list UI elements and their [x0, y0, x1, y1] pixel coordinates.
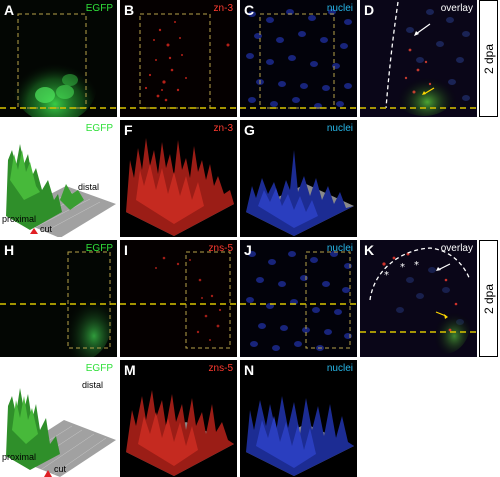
panel-label: A [4, 2, 15, 18]
panel-l-egfp-surface: L EGFP distal proximal cut [0, 360, 117, 477]
distal-label: distal [78, 182, 100, 192]
panel-label: I [124, 242, 128, 258]
panel-h-egfp: H EGFP [0, 240, 117, 357]
nuclei-surface-plot [240, 360, 357, 477]
dpa-text: 2 dpa [481, 283, 496, 314]
channel-label: nuclei [326, 3, 353, 14]
panel-label: G [244, 122, 255, 138]
nuclei-micrograph [240, 0, 357, 117]
panel-b-zn3: B zn-3 [120, 0, 237, 117]
svg-text:*: * [400, 262, 405, 273]
panel-i-zns5: I zns-5 [120, 240, 237, 357]
channel-label: zns-5 [208, 243, 233, 254]
panel-label: F [124, 122, 133, 138]
proximal-label: proximal [2, 214, 37, 224]
egfp-micrograph [0, 0, 117, 117]
white-arrow-icon [415, 23, 431, 35]
channel-label: nuclei [326, 123, 353, 134]
nuclei-micrograph [240, 240, 357, 357]
panel-n-nuclei-surface: N nuclei [240, 360, 357, 477]
panel-label: K [364, 242, 375, 258]
panel-j-nuclei: J nuclei [240, 240, 357, 357]
egfp-surface-plot [6, 144, 116, 237]
panel-g-nuclei-surface: G nuclei [240, 120, 357, 237]
panel-k-overlay: * * * K overlay [360, 240, 477, 357]
egfp-micrograph [0, 240, 117, 357]
panel-label: E [4, 122, 14, 138]
panel-label: M [124, 362, 136, 378]
overlay-micrograph: * * * [360, 240, 477, 357]
dpa-text: 2 dpa [481, 43, 496, 74]
channel-label: overlay [440, 243, 473, 254]
zn3-surface-plot [120, 120, 237, 237]
panel-e-egfp-surface: E EGFP distal proximal cut [0, 120, 117, 237]
panel-m-zns5-surface: M zns-5 [120, 360, 237, 477]
channel-label: zns-5 [208, 363, 233, 374]
zns5-micrograph [120, 240, 237, 357]
nuclei-surface-plot [240, 120, 357, 237]
zns5-surface-plot [120, 360, 237, 477]
channel-label: EGFP [85, 123, 113, 134]
proximal-label: proximal [2, 452, 37, 462]
distal-label: distal [82, 380, 104, 390]
panel-d-overlay: D overlay [360, 0, 477, 117]
channel-label: EGFP [85, 3, 113, 14]
panel-label: H [4, 242, 15, 258]
channel-label: overlay [440, 3, 473, 14]
panel-label: N [244, 362, 255, 378]
cut-label: cut [40, 224, 53, 234]
svg-text:*: * [414, 260, 419, 271]
overlay-micrograph [360, 0, 477, 117]
egfp-surface-plot [6, 388, 116, 477]
channel-label: EGFP [85, 243, 113, 254]
channel-label: nuclei [326, 243, 353, 254]
timepoint-label-bottom: 2 dpa [479, 240, 498, 357]
yellow-arrow-icon [423, 87, 435, 95]
channel-label: zn-3 [213, 123, 233, 134]
svg-text:*: * [384, 270, 389, 281]
zn3-micrograph [120, 0, 237, 117]
panel-label: B [124, 2, 135, 18]
channel-label: zn-3 [213, 3, 233, 14]
panel-label: C [244, 2, 255, 18]
channel-label: nuclei [326, 363, 353, 374]
cut-label: cut [54, 464, 67, 474]
timepoint-label-top: 2 dpa [479, 0, 498, 117]
channel-label: EGFP [85, 363, 113, 374]
panel-c-nuclei: C nuclei [240, 0, 357, 117]
panel-label: D [364, 2, 375, 18]
panel-label: J [244, 242, 252, 258]
panel-label: L [4, 362, 13, 378]
panel-a-egfp: A EGFP [0, 0, 117, 117]
panel-f-zn3-surface: F zn-3 [120, 120, 237, 237]
